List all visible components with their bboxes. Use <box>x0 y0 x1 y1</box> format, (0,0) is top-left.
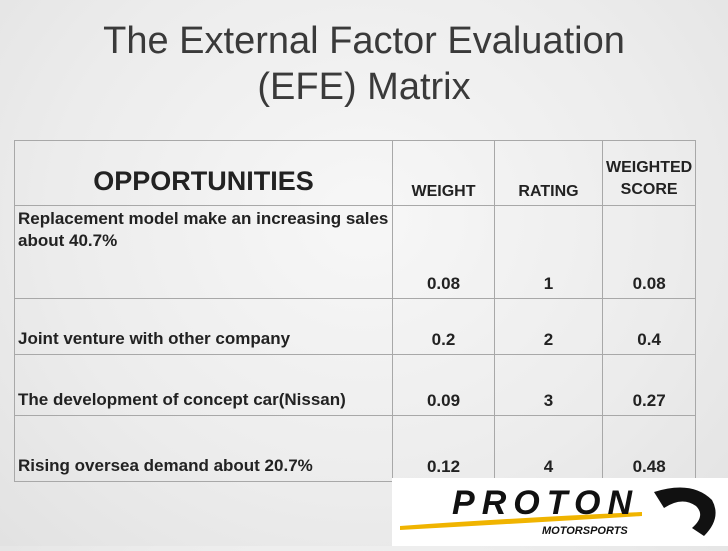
logo-graphic: PROTON MOTORSPORTS <box>400 484 716 537</box>
value-cell: 1 <box>494 205 603 299</box>
logo-emblem <box>654 487 716 536</box>
value-cell: 0.08 <box>601 205 697 299</box>
value-cell: 3 <box>494 354 603 416</box>
column-header: OPPORTUNITIES <box>14 140 393 206</box>
title-line: The External Factor Evaluation <box>103 20 625 62</box>
value-cell: 0.12 <box>392 415 495 482</box>
table-row: The development of concept car(Nissan) 0.… <box>14 354 697 416</box>
value-cell: 0.4 <box>601 298 697 355</box>
factor-cell: The development of concept car(Nissan) <box>14 354 393 416</box>
column-header: RATING <box>494 140 603 206</box>
value-cell: 2 <box>494 298 603 355</box>
column-header: WEIGHTED SCORE <box>601 140 697 206</box>
value-cell: 0.08 <box>392 205 495 299</box>
logo: PROTON MOTORSPORTS <box>392 478 728 546</box>
header-row: OPPORTUNITIES WEIGHT RATING WEIGHTED SCO… <box>14 140 697 206</box>
value-cell: 4 <box>494 415 603 482</box>
factor-cell: Rising oversea demand about 20.7% <box>14 415 393 482</box>
slide-title: The External Factor Evaluation (EFE) Mat… <box>0 18 728 110</box>
table-row: Joint venture with other company 0.2 2 0.4 <box>14 298 697 355</box>
logo-tagline: MOTORSPORTS <box>542 525 628 537</box>
column-header: WEIGHT <box>392 140 495 206</box>
factor-cell: Replacement model make an increasing sal… <box>14 205 393 299</box>
value-cell: 0.2 <box>392 298 495 355</box>
title-line: (EFE) Matrix <box>257 66 471 108</box>
value-cell: 0.27 <box>601 354 697 416</box>
efe-table: OPPORTUNITIES WEIGHT RATING WEIGHTED SCO… <box>14 140 697 482</box>
value-cell: 0.48 <box>601 415 697 482</box>
factor-cell: Joint venture with other company <box>14 298 393 355</box>
table-row: Rising oversea demand about 20.7% 0.12 4 0.… <box>14 415 697 482</box>
table-row: Replacement model make an increasing sal… <box>14 205 697 299</box>
logo-swoosh <box>400 512 642 530</box>
value-cell: 0.09 <box>392 354 495 416</box>
